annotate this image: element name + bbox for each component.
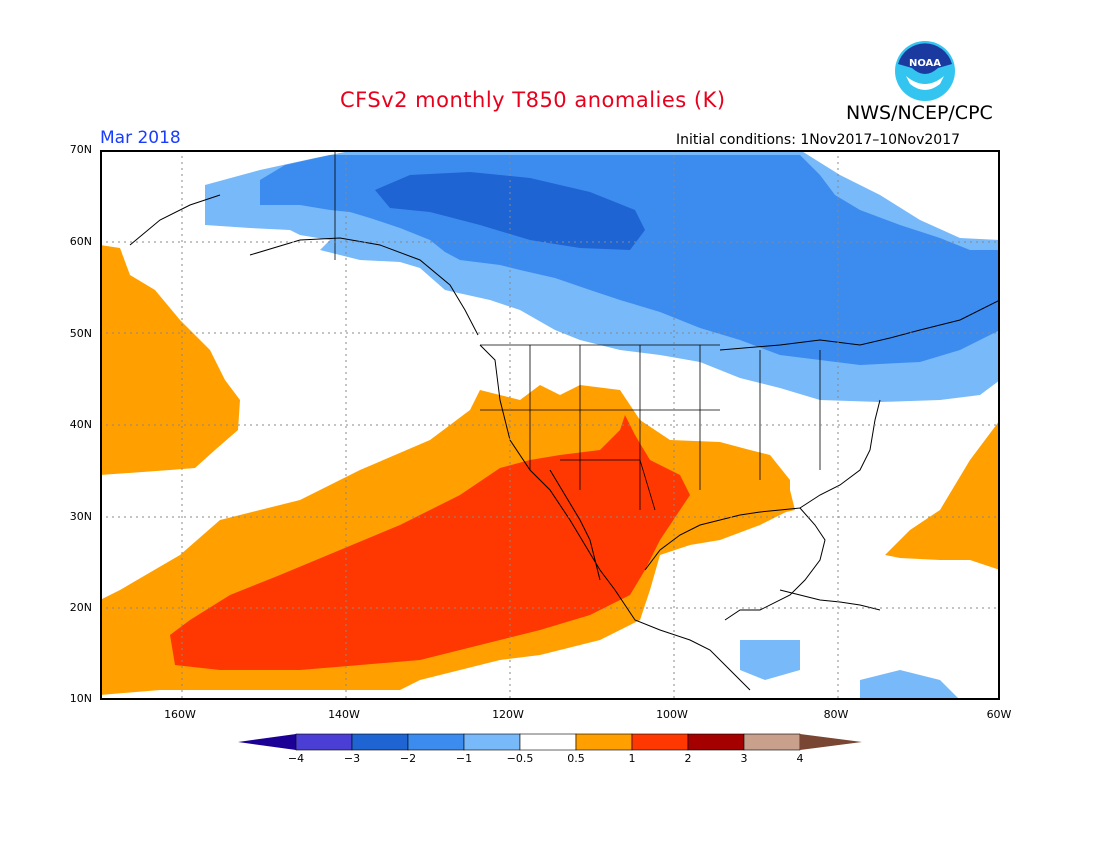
lat-label-20n: 20N bbox=[69, 601, 92, 614]
colorbar-swatch-p3 bbox=[687, 733, 745, 751]
colorbar-swatch-zero bbox=[519, 733, 577, 751]
political-borders bbox=[334, 150, 821, 511]
lon-label-60w: 60W bbox=[986, 708, 1012, 721]
lat-label-70n: 70N bbox=[69, 143, 92, 156]
colorbar-label-m1: −1 bbox=[455, 752, 473, 765]
coastlines bbox=[129, 194, 1000, 691]
anomaly-region-plus1-nepacific bbox=[100, 245, 240, 475]
colorbar-label-p1: 1 bbox=[628, 752, 636, 765]
anomaly-region-plus2 bbox=[170, 415, 690, 670]
colorbar-swatch-m2 bbox=[407, 733, 465, 751]
lon-label-100w: 100W bbox=[656, 708, 688, 721]
lat-label-50n: 50N bbox=[69, 327, 92, 340]
lon-label-120w: 120W bbox=[492, 708, 524, 721]
colorbar-arrow-right bbox=[800, 734, 862, 750]
lon-label-160w: 160W bbox=[164, 708, 196, 721]
anomaly-region-minus1-southeast bbox=[860, 670, 960, 700]
lat-label-60n: 60N bbox=[69, 235, 92, 248]
colorbar-label-p2: 2 bbox=[684, 752, 692, 765]
colorbar-swatch-p1 bbox=[575, 733, 633, 751]
colorbar-label-m05: −0.5 bbox=[506, 752, 534, 765]
colorbar-label-m4: −4 bbox=[287, 752, 305, 765]
colorbar-label-m3: −3 bbox=[343, 752, 361, 765]
colorbar-arrow-left bbox=[238, 734, 296, 750]
colorbar bbox=[238, 733, 862, 751]
colorbar-label-p05: 0.5 bbox=[567, 752, 585, 765]
forecast-month: Mar 2018 bbox=[100, 128, 181, 148]
lat-label-10n: 10N bbox=[69, 692, 92, 705]
anomaly-region-minus1-caribbean bbox=[740, 640, 800, 680]
anomaly-region-plus1-gulf bbox=[700, 450, 795, 530]
colorbar-swatch-p4 bbox=[743, 733, 801, 751]
noaa-logo-text: NOAA bbox=[909, 58, 941, 69]
colorbar-swatch-p2 bbox=[631, 733, 689, 751]
colorbar-label-p3: 3 bbox=[740, 752, 748, 765]
anomaly-map bbox=[100, 150, 1000, 700]
colorbar-label-m2: −2 bbox=[399, 752, 417, 765]
colorbar-swatch-m1 bbox=[463, 733, 521, 751]
lat-label-30n: 30N bbox=[69, 510, 92, 523]
lat-lon-grid bbox=[100, 150, 1000, 700]
colorbar-swatch-m3 bbox=[351, 733, 409, 751]
lon-label-140w: 140W bbox=[328, 708, 360, 721]
lat-label-40n: 40N bbox=[69, 418, 92, 431]
colorbar-swatch-m4 bbox=[295, 733, 353, 751]
initial-conditions: Initial conditions: 1Nov2017–10Nov2017 bbox=[676, 132, 961, 148]
lon-label-80w: 80W bbox=[823, 708, 849, 721]
noaa-logo-icon: NOAA bbox=[895, 41, 955, 101]
anomaly-region-plus1-atlantic bbox=[885, 420, 1000, 570]
colorbar-label-p4: 4 bbox=[796, 752, 804, 765]
agency-label: NWS/NCEP/CPC bbox=[846, 102, 993, 124]
chart-title: CFSv2 monthly T850 anomalies (K) bbox=[340, 88, 726, 112]
